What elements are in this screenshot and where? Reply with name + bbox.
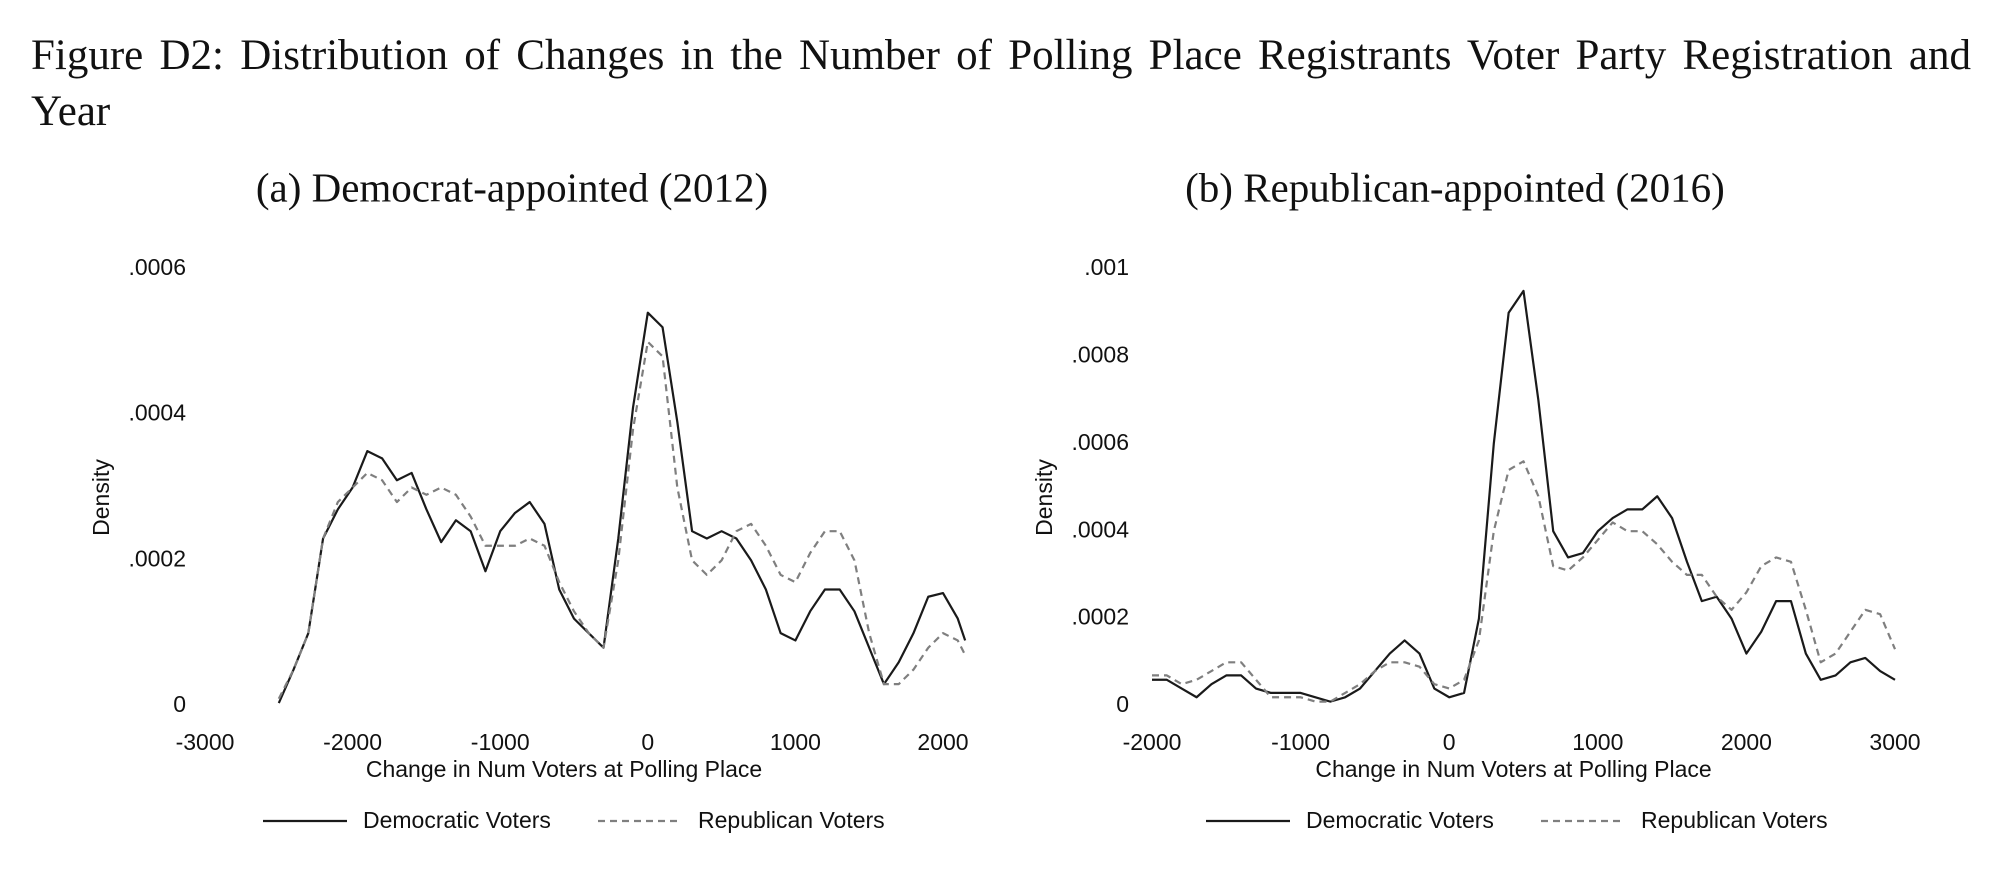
legend-label: Republican Voters	[698, 807, 885, 833]
panel-title: (b) Republican-appointed (2016)	[1185, 164, 1725, 210]
y-tick-label: 0	[173, 691, 186, 717]
legend-label: Democratic Voters	[1306, 807, 1494, 833]
x-tick-label: 1000	[1572, 729, 1623, 755]
x-tick-label: 0	[641, 729, 654, 755]
y-tick-label: .001	[1084, 254, 1129, 280]
x-tick-label: -2000	[323, 729, 382, 755]
y-tick-label: .0002	[128, 545, 186, 571]
x-tick-label: 2000	[1721, 729, 1772, 755]
legend-label: Democratic Voters	[363, 807, 551, 833]
x-axis-label: Change in Num Voters at Polling Place	[1315, 756, 1711, 782]
density-line	[277, 340, 967, 700]
y-tick-label: .0008	[1071, 341, 1129, 367]
density-line	[277, 311, 967, 704]
y-tick-label: 0	[1116, 691, 1129, 717]
density-line	[1152, 460, 1897, 703]
y-axis-label: Density	[88, 459, 114, 536]
panel-title: (a) Democrat-appointed (2012)	[256, 164, 768, 210]
y-tick-label: .0004	[1071, 516, 1129, 542]
legend-label: Republican Voters	[1641, 807, 1828, 833]
x-tick-label: 2000	[917, 729, 968, 755]
x-tick-label: -1000	[471, 729, 530, 755]
y-tick-label: .0006	[1071, 429, 1129, 455]
x-tick-label: 1000	[770, 729, 821, 755]
y-tick-label: .0002	[1071, 604, 1129, 630]
figure-title: Figure D2: Distribution of Changes in th…	[31, 32, 1971, 135]
y-axis-label: Density	[1031, 459, 1057, 536]
x-tick-label: 3000	[1869, 729, 1920, 755]
x-tick-label: -1000	[1271, 729, 1330, 755]
x-tick-label: 0	[1443, 729, 1456, 755]
x-axis-label: Change in Num Voters at Polling Place	[366, 756, 762, 782]
y-tick-label: .0006	[128, 254, 186, 280]
x-tick-label: -2000	[1123, 729, 1182, 755]
y-tick-label: .0004	[128, 400, 186, 426]
x-tick-label: -3000	[176, 729, 235, 755]
density-line	[1152, 289, 1896, 703]
